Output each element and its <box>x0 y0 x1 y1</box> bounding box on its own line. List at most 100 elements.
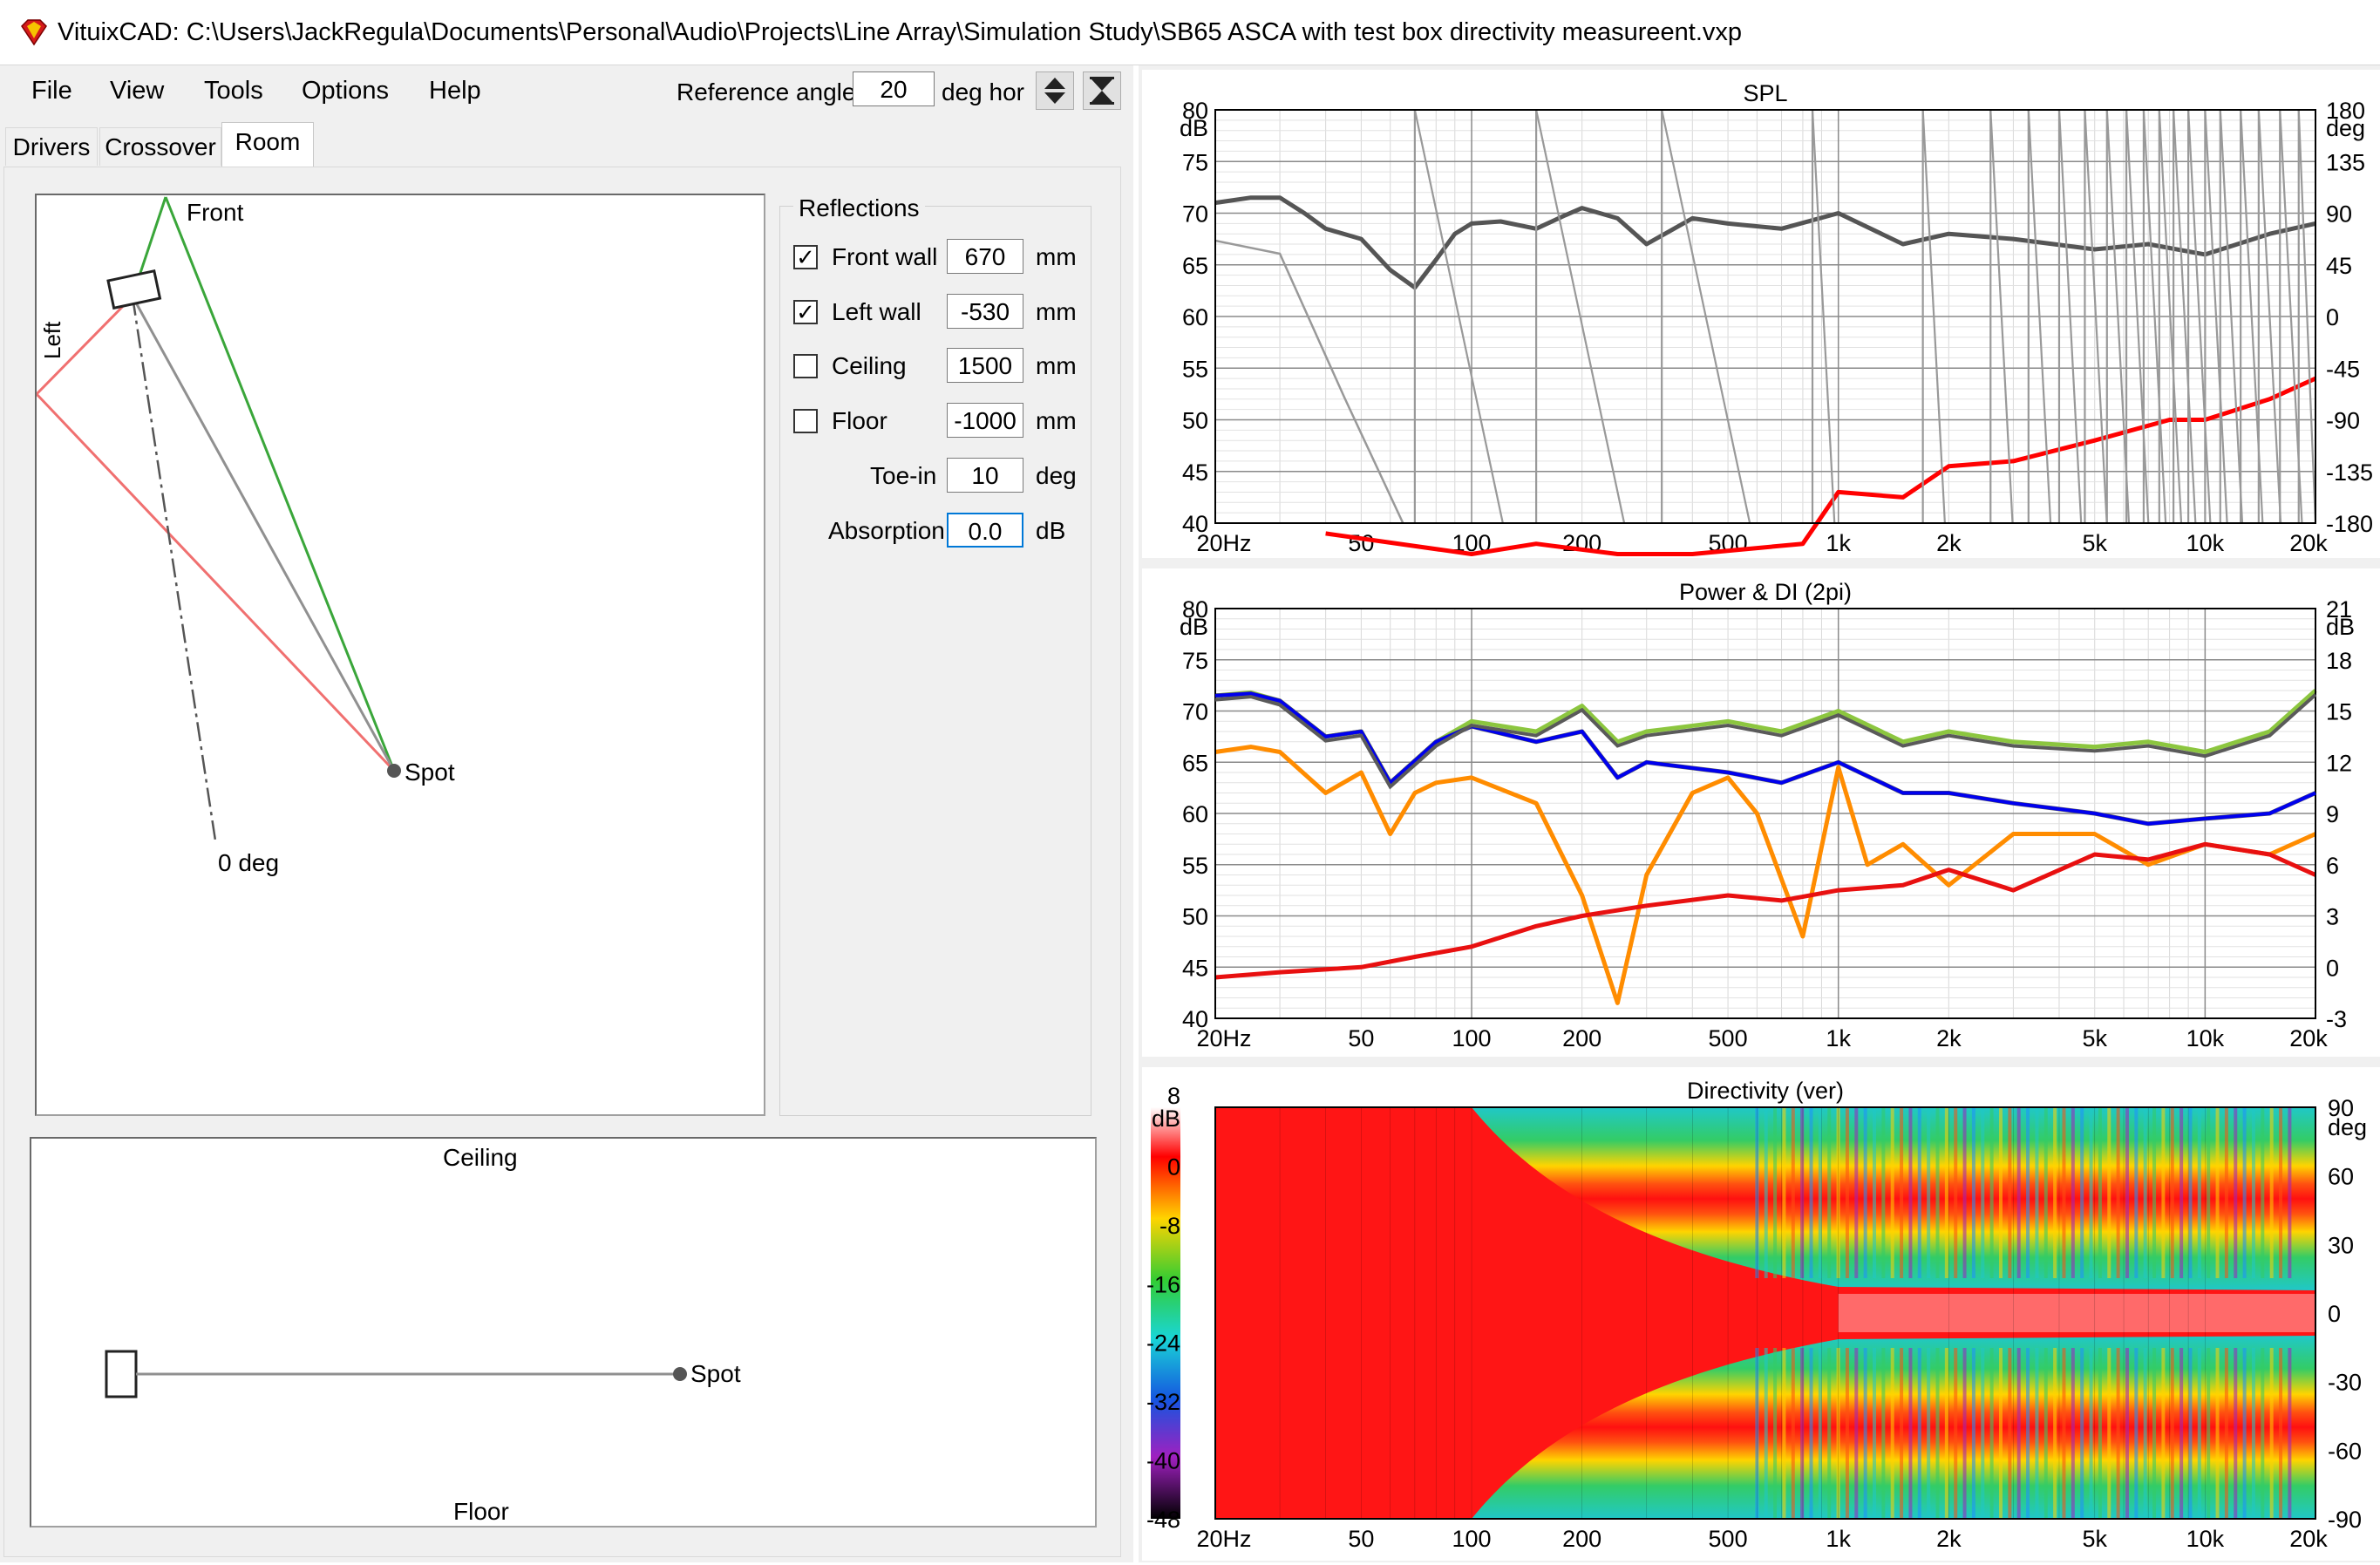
y-unit-label: dB <box>1180 614 1208 640</box>
x-tick-label: 50 <box>1348 1526 1374 1552</box>
menu-file[interactable]: File <box>31 77 72 105</box>
plot-frame <box>1214 608 2316 1019</box>
tab-crossover[interactable]: Crossover <box>99 127 221 166</box>
menu-help[interactable]: Help <box>429 77 481 105</box>
floor-checkbox[interactable] <box>793 409 818 433</box>
x-tick-label: 2k <box>1936 530 1962 556</box>
series-line-0 <box>1214 195 2316 290</box>
color-scale-bar <box>1151 1107 1180 1519</box>
x-tick-label: 1k <box>1826 1025 1851 1051</box>
absorption-label: Absorption <box>828 517 945 544</box>
x-tick-label: 2k <box>1936 1526 1962 1552</box>
menu-view[interactable]: View <box>110 77 165 105</box>
y-tick-label: 70 <box>1182 201 1208 228</box>
y-tick-label: 45 <box>1182 955 1208 981</box>
phase-wrap-slope <box>2142 110 2167 523</box>
menu-tools[interactable]: Tools <box>204 77 263 105</box>
plot-frame <box>1214 109 2316 524</box>
phase-wrap-slope <box>1811 110 1836 523</box>
x-tick-label: 200 <box>1562 1526 1601 1552</box>
room-top-view[interactable] <box>35 194 765 1116</box>
absorption-unit: dB <box>1036 517 1066 544</box>
y-right-tick-label: -30 <box>2328 1370 2362 1396</box>
y-right-tick-label: 45 <box>2326 253 2352 279</box>
y-tick-label: 65 <box>1182 253 1208 279</box>
phase-wrap-slope <box>2027 110 2052 523</box>
floor-unit: mm <box>1036 407 1077 434</box>
phase-wrap-slope <box>1661 110 1751 523</box>
x-tick-label: 5k <box>2082 1526 2107 1552</box>
ceiling-label-side: Ceiling <box>443 1144 518 1171</box>
front-wall-label: Front wall <box>832 243 938 270</box>
x-tick-label: 5k <box>2082 530 2107 556</box>
color-scale-tick-label: -48 <box>1146 1507 1180 1533</box>
toe-in-input[interactable]: 10 <box>947 458 1023 493</box>
left-label: Left <box>39 321 65 359</box>
y-right-tick-label: 9 <box>2326 801 2339 827</box>
blue-series-line <box>1214 691 2316 826</box>
spot-marker <box>387 764 401 778</box>
phase-wrap-slope <box>2257 110 2282 523</box>
series-line-2 <box>1214 745 2317 1005</box>
title-bar <box>0 0 2380 65</box>
left-wall-input[interactable]: -530 <box>947 294 1023 329</box>
side-spot-marker <box>673 1367 687 1381</box>
y-tick-label: 55 <box>1182 356 1208 382</box>
y-right-tick-label: 30 <box>2328 1232 2354 1258</box>
room-side-diagram <box>105 1350 687 1398</box>
y-tick-label: 50 <box>1182 904 1208 930</box>
y-right-tick-label: -90 <box>2326 408 2360 434</box>
floor-label-side: Floor <box>453 1498 509 1525</box>
spl-chart[interactable]: SPL 20Hz 50 100 200 500 1k 2k 5k 10k 20k 80 75 70 65 60… <box>1142 70 2380 558</box>
phase-wrap-slope <box>2084 110 2108 523</box>
left-wall-checkbox[interactable]: ✓ <box>793 300 818 324</box>
chart-title: SPL <box>1743 80 1787 106</box>
y-tick-label: 75 <box>1182 149 1208 175</box>
color-scale-tick-label: -40 <box>1146 1448 1180 1474</box>
power-di-chart[interactable]: Power & DI (2pi) 20Hz 50 100 200 500 1k 2k 5k 10k… <box>1142 568 2380 1057</box>
x-tick-label: 10k <box>2186 1526 2225 1552</box>
y-right-tick-label: 21 <box>2326 596 2352 623</box>
front-reflection-line <box>164 196 396 772</box>
room-side-view[interactable] <box>30 1137 1097 1528</box>
color-scale-tick-label: 0 <box>1167 1153 1180 1180</box>
x-tick-label: 1k <box>1826 1526 1851 1552</box>
up-down-arrows-icon[interactable] <box>1036 71 1074 110</box>
y-right-tick-label: -135 <box>2326 459 2373 486</box>
directivity-chart[interactable]: 8 0 -8 -16 -24 -32 -40 -48 dB Directivity (ver) 20… <box>1142 1067 2380 1561</box>
y-tick-label: 65 <box>1182 750 1208 776</box>
room-top-diagram <box>35 196 401 841</box>
ceiling-checkbox[interactable] <box>793 354 818 378</box>
y-tick-label: 60 <box>1182 304 1208 330</box>
y-tick-label: 70 <box>1182 699 1208 725</box>
hourglass-icon[interactable] <box>1083 71 1121 110</box>
color-scale-tick-label: 8 <box>1167 1083 1180 1109</box>
reference-angle-unit: deg hor <box>942 78 1024 105</box>
x-tick-label: 10k <box>2186 1025 2225 1051</box>
phase-wrap-slope <box>1921 110 1946 523</box>
x-tick-label: 20k <box>2289 530 2328 556</box>
zero-deg-label: 0 deg <box>218 849 280 876</box>
reflections-title: Reflections <box>793 194 925 223</box>
vituixcad-diamond-icon <box>21 19 47 46</box>
y-right-unit-label: deg <box>2326 115 2365 141</box>
tab-drivers[interactable]: Drivers <box>5 127 98 166</box>
ceiling-input[interactable]: 1500 <box>947 348 1023 383</box>
front-wall-unit: mm <box>1036 243 1077 270</box>
absorption-input[interactable]: 0.0 <box>947 513 1023 548</box>
y-tick-label: 40 <box>1182 1006 1208 1032</box>
x-tick-label: 20k <box>2289 1025 2328 1051</box>
floor-input[interactable]: -1000 <box>947 403 1023 438</box>
x-tick-label: 1k <box>1826 530 1851 556</box>
spot-label: Spot <box>405 759 455 786</box>
left-wall-unit: mm <box>1036 298 1077 325</box>
reference-angle-input[interactable]: 20 <box>853 71 935 106</box>
tab-room[interactable]: Room <box>221 122 314 167</box>
y-unit-label: dB <box>1180 115 1208 141</box>
menu-options[interactable]: Options <box>302 77 389 105</box>
phase-wrap-slope <box>1535 110 1626 523</box>
front-wall-checkbox[interactable]: ✓ <box>793 245 818 269</box>
front-wall-input[interactable]: 670 <box>947 239 1023 274</box>
grey-series-line <box>1214 693 2317 790</box>
chart-title: Directivity (ver) <box>1687 1078 1844 1104</box>
